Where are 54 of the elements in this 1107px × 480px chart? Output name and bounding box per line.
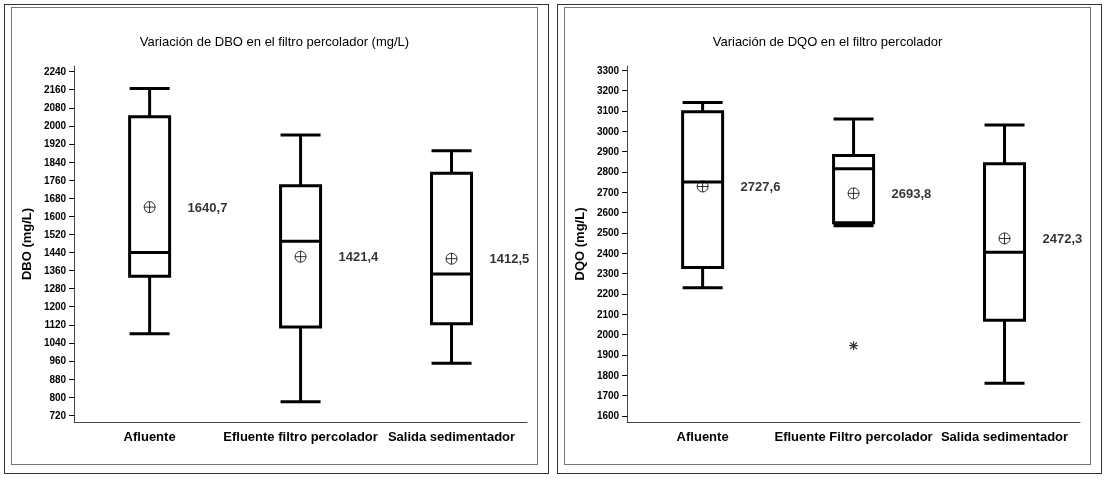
chart-title: Variación de DBO en el filtro percolador (mg/L) (139, 34, 410, 49)
y-tick-label: 720 (49, 409, 67, 421)
y-tick-label: 1920 (43, 138, 67, 150)
y-tick-label: 1120 (44, 319, 67, 331)
x-tick-label: Efluente Filtro percolador (774, 429, 933, 444)
y-axis-title: DBO (mg/L) (19, 207, 34, 281)
y-tick-label: 3200 (596, 84, 620, 96)
y-tick-label: 2800 (596, 166, 620, 178)
y-tick-label: 2700 (596, 186, 620, 198)
text: 2472,3 (1042, 230, 1083, 246)
y-tick-label: 2600 (596, 206, 620, 218)
y-tick-label: 2240 (43, 66, 67, 78)
y-tick-label: 960 (49, 355, 67, 367)
y-tick-label: 3300 (596, 64, 620, 76)
y-tick-label: 1360 (43, 265, 67, 277)
y-tick-label: 1700 (596, 390, 620, 402)
x-tick-label: Salida sedimentador (387, 429, 516, 444)
y-tick-label: 880 (49, 373, 67, 385)
y-tick-label: 2300 (596, 268, 620, 279)
y-tick-label: 2000 (596, 329, 620, 341)
x-tick-label: Afluente (676, 429, 729, 444)
y-tick-label: 1040 (43, 337, 67, 349)
chart-title: Variación de DQO en el filtro percolador (712, 34, 943, 49)
y-tick-label: 3000 (596, 125, 620, 137)
y-tick-label: 1600 (43, 210, 67, 222)
y-tick-label: 2000 (43, 120, 67, 132)
text: 1412,5 (489, 251, 530, 267)
y-tick-label: 1520 (43, 228, 67, 240)
x-tick-label: Salida sedimentador (940, 429, 1069, 444)
y-tick-label: 1840 (43, 156, 67, 168)
y-tick-label: 2160 (43, 84, 67, 96)
y-tick-label: 1200 (43, 301, 67, 313)
y-tick-label: 2500 (596, 227, 620, 239)
y-tick-label: 1680 (43, 192, 67, 204)
y-tick-label: 1280 (43, 283, 67, 295)
y-tick-label: 1760 (43, 174, 67, 186)
text: 2727,6 (740, 179, 781, 195)
y-tick-label: 1800 (596, 369, 620, 381)
y-tick-label: 1900 (596, 349, 620, 361)
y-tick-label: 2100 (596, 308, 620, 320)
y-tick-label: 1440 (43, 246, 67, 258)
text: 1640,7 (187, 199, 228, 215)
y-tick-label: 3100 (596, 105, 620, 117)
y-tick-label: 1600 (596, 410, 620, 422)
y-tick-label: 2400 (596, 247, 620, 259)
x-tick-label: Afluente (123, 429, 176, 444)
y-tick-label: 2080 (43, 102, 67, 114)
text: 2693,8 (891, 185, 932, 201)
text: 1421,4 (338, 249, 379, 265)
y-tick-label: 800 (49, 391, 67, 403)
y-tick-label: 2200 (596, 288, 620, 300)
y-axis-title: DQO (mg/L) (572, 207, 587, 281)
x-tick-label: Efluente filtro percolador (223, 429, 378, 444)
y-tick-label: 2900 (596, 145, 620, 157)
